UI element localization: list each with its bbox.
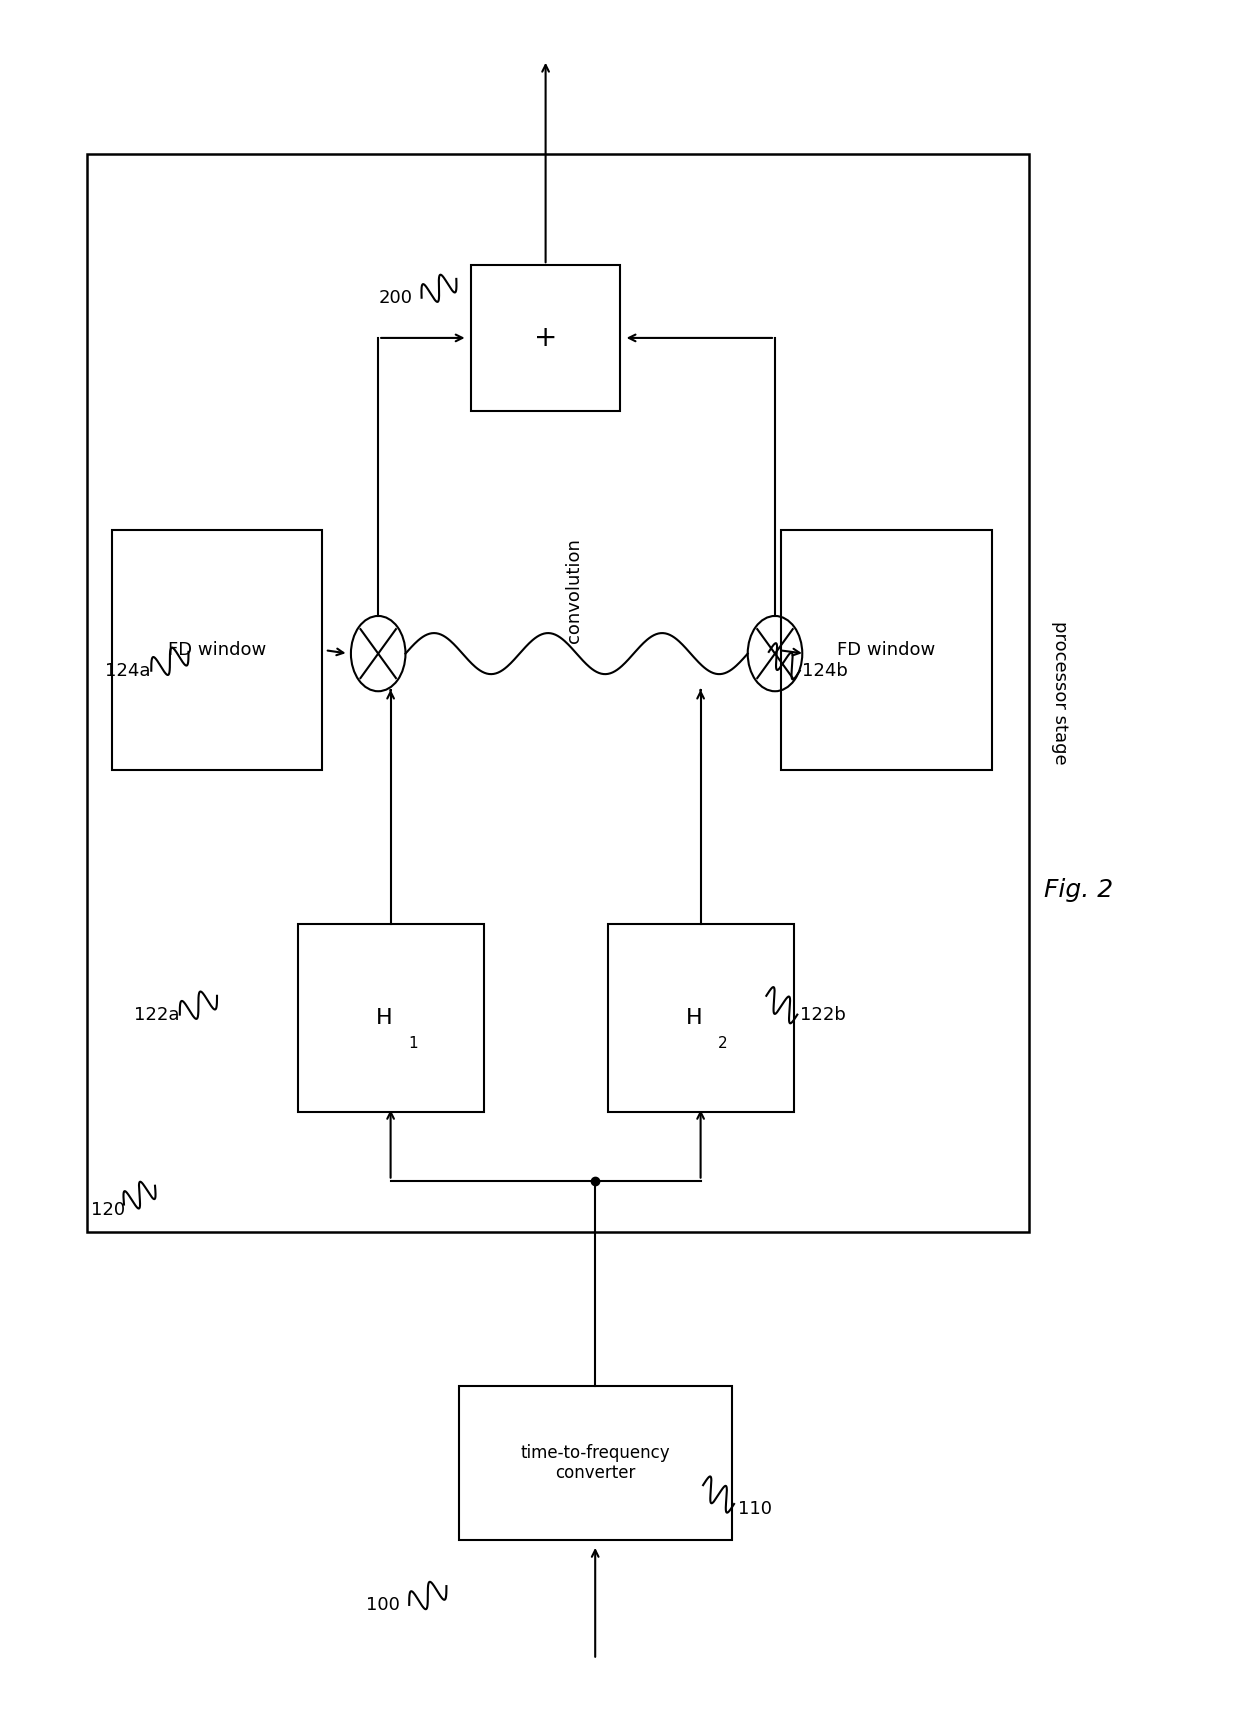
Text: 2: 2 [718, 1037, 728, 1051]
Bar [298, 924, 484, 1112]
Text: time-to-frequency
converter: time-to-frequency converter [521, 1444, 670, 1482]
Text: H: H [686, 1008, 703, 1028]
Text: 100: 100 [366, 1596, 399, 1613]
Text: processor stage: processor stage [1052, 621, 1069, 765]
Text: +: + [534, 323, 557, 352]
Bar [112, 530, 322, 770]
Text: 120: 120 [91, 1201, 125, 1218]
Text: 122a: 122a [134, 1006, 180, 1023]
Bar [608, 924, 794, 1112]
Bar [781, 530, 992, 770]
Bar [87, 154, 1029, 1232]
Text: 124a: 124a [105, 662, 151, 679]
Text: FD window: FD window [837, 642, 936, 659]
Text: 124b: 124b [802, 662, 848, 679]
Text: 1: 1 [408, 1037, 418, 1051]
Text: 122b: 122b [800, 1006, 846, 1023]
Text: H: H [376, 1008, 393, 1028]
Text: FD window: FD window [167, 642, 267, 659]
Bar [459, 1386, 732, 1540]
Text: Fig. 2: Fig. 2 [1044, 878, 1114, 902]
Text: 110: 110 [738, 1501, 771, 1518]
Bar [471, 265, 620, 411]
Text: 200: 200 [378, 289, 412, 306]
Text: convolution: convolution [565, 537, 583, 643]
